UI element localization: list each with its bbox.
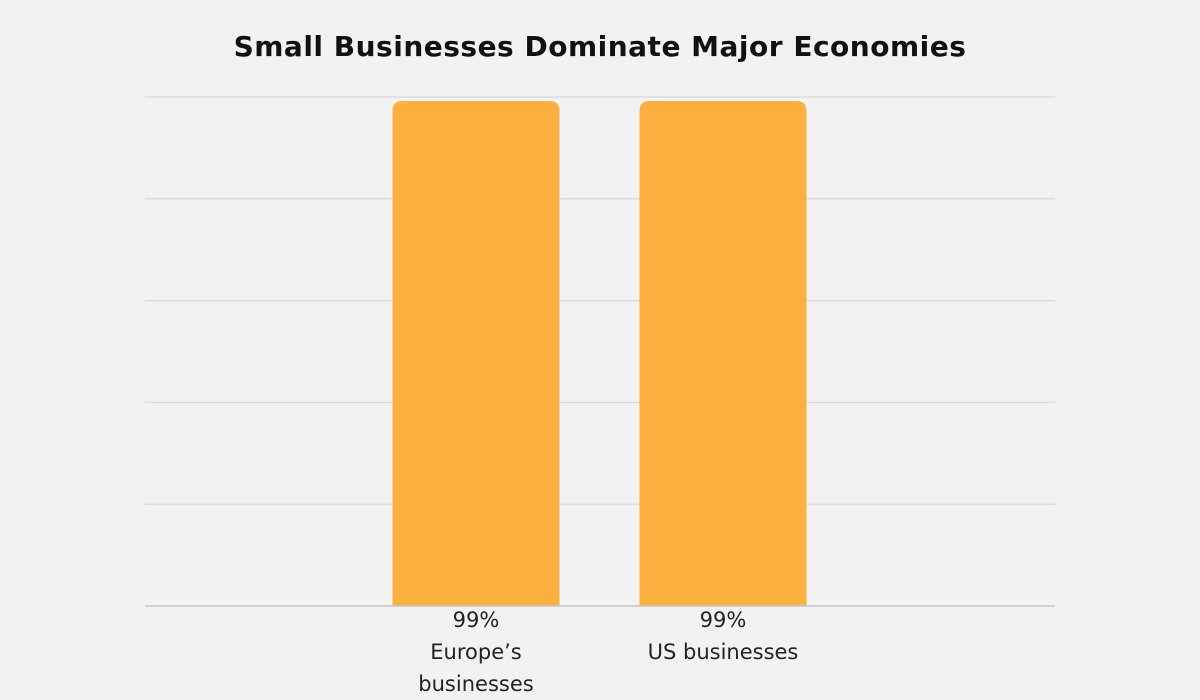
category-label: 99% Europe’s businesses bbox=[418, 608, 533, 696]
chart-title: Small Businesses Dominate Major Economie… bbox=[233, 30, 967, 63]
category-label-line: US businesses bbox=[648, 640, 799, 664]
bar bbox=[392, 101, 560, 606]
category-label: 99% US businesses bbox=[648, 608, 799, 664]
category-labels: 99% Europe’s businesses 99% US businesses bbox=[418, 608, 798, 696]
category-label-line: businesses bbox=[418, 672, 533, 696]
category-label-line: 99% bbox=[453, 608, 500, 632]
bars bbox=[392, 101, 807, 606]
category-label-line: 99% bbox=[700, 608, 747, 632]
category-label-line: Europe’s bbox=[430, 640, 521, 664]
bar bbox=[639, 101, 807, 606]
grid-lines bbox=[145, 96, 1055, 505]
